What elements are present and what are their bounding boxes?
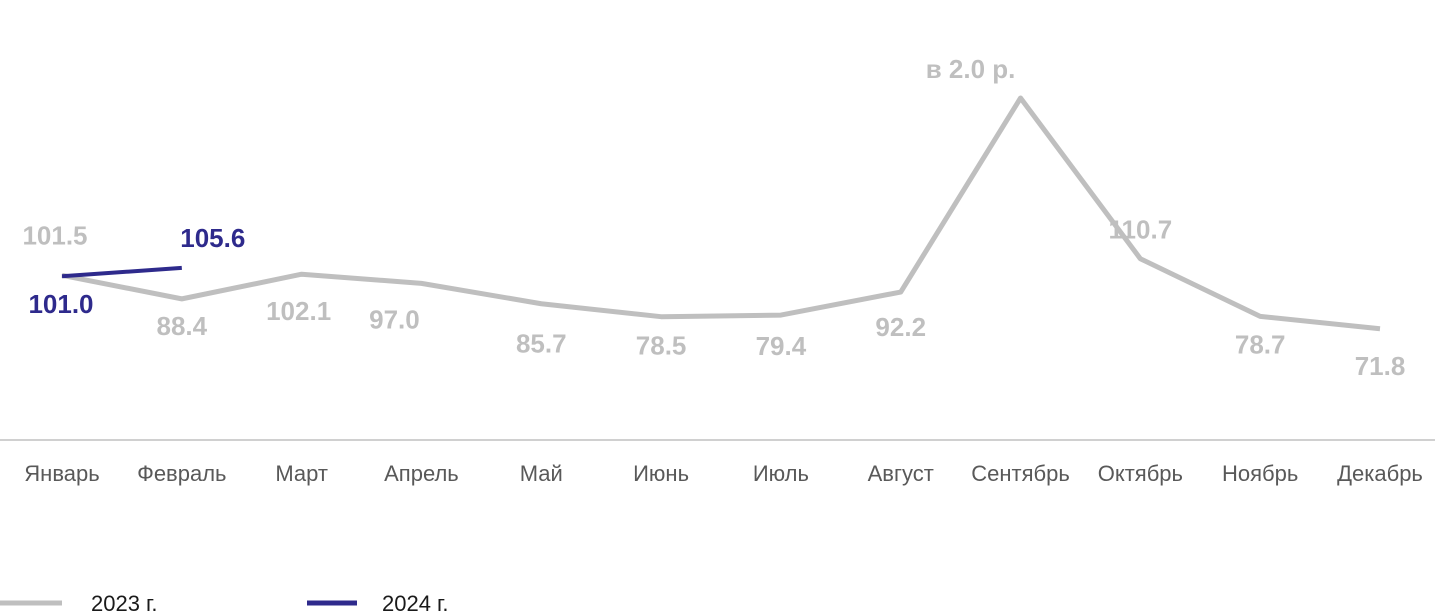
data-label: 88.4 [157, 311, 208, 341]
data-label: 102.1 [266, 296, 331, 326]
data-label: 101.0 [28, 289, 93, 319]
x-tick-label: Июнь [633, 461, 689, 486]
legend-item-2024: 2024 г. [307, 591, 449, 615]
data-labels: 101.5 88.4 102.1 97.0 85.7 78.5 79.4 92.2 в 2.0 … [22, 54, 1405, 381]
x-tick-label: Май [520, 461, 563, 486]
x-tick-label: Июль [753, 461, 809, 486]
legend: 2023 г. 2024 г. [0, 591, 449, 615]
data-label: 101.5 [22, 220, 87, 250]
series-line-2023 [61, 95, 1381, 332]
x-tick-label: Январь [24, 461, 99, 486]
x-tick-label: Апрель [384, 461, 459, 486]
x-tick-label: Сентябрь [971, 461, 1070, 486]
x-tick-label: Август [868, 461, 934, 486]
data-label: 71.8 [1355, 351, 1406, 381]
x-tick-label: Октябрь [1098, 461, 1183, 486]
data-label: 78.5 [636, 331, 687, 361]
legend-label-2023: 2023 г. [91, 591, 158, 615]
data-label: 110.7 [1109, 215, 1173, 245]
x-tick-label: Февраль [137, 461, 226, 486]
series-lines [61, 95, 1381, 332]
data-label: 79.4 [756, 331, 807, 361]
x-axis-ticks: Январь Февраль Март Апрель Май Июнь Июль Август… [24, 461, 1423, 486]
legend-label-2024: 2024 г. [382, 591, 449, 615]
data-label: 78.7 [1235, 329, 1286, 359]
data-label: 85.7 [516, 329, 567, 359]
x-tick-label: Декабрь [1337, 461, 1423, 486]
data-label: 92.2 [875, 312, 926, 342]
x-tick-label: Март [275, 461, 328, 486]
data-label: 105.6 [180, 223, 245, 253]
x-tick-label: Ноябрь [1222, 461, 1298, 486]
legend-item-2023: 2023 г. [0, 591, 158, 615]
data-label: в 2.0 р. [926, 54, 1016, 84]
data-label: 97.0 [369, 304, 420, 334]
series-line-2024 [61, 265, 182, 279]
